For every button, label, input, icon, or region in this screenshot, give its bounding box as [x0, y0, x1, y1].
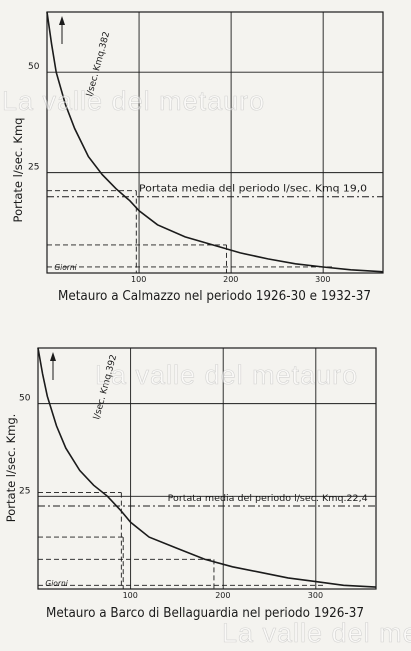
x-tick-label: 300: [315, 275, 330, 284]
y-axis-label: Portate l/sec. Kmq: [11, 118, 25, 223]
x-axis-label: Giorni: [45, 579, 68, 588]
mean-label: Portata media del periodo l/sec. Kmq 19,…: [139, 184, 367, 195]
chart-title: Metauro a Barco di Bellaguardia nel peri…: [46, 606, 364, 621]
x-tick-label: 100: [123, 591, 138, 600]
arrow-head: [59, 16, 65, 25]
x-tick-label: 200: [215, 591, 230, 600]
chart-barco: 100 200 300 25 50 Giorni Portate l/sec. Kmg. Po…: [4, 347, 377, 621]
y-axis-label: Portate l/sec. Kmg.: [4, 414, 18, 523]
x-tick-label: 300: [308, 591, 323, 600]
plot-frame: [46, 11, 384, 274]
arrow-head: [50, 352, 56, 361]
x-axis-label: Giorni: [54, 263, 77, 272]
series-line: [46, 11, 384, 273]
series-line: [37, 347, 377, 588]
y-tick-label: 25: [19, 486, 30, 496]
curve-label: l/sec. Kmq.392: [92, 354, 119, 421]
x-tick-label: 100: [131, 275, 146, 284]
x-tick-label: 200: [223, 275, 238, 284]
curve-label: l/sec. Kmq.382: [85, 31, 112, 98]
chart-calmazzo: 100 200 300 25 50 Giorni Portate l/sec. Kmq Por…: [11, 11, 384, 304]
y-tick-label: 50: [28, 62, 40, 72]
plot-frame: [37, 347, 377, 590]
y-tick-label: 50: [19, 394, 31, 404]
mean-label: Portata media del periodo l/sec. Kmq.22,…: [168, 494, 368, 504]
y-tick-label: 25: [28, 163, 39, 173]
chart-title: Metauro a Calmazzo nel periodo 1926-30 e…: [58, 289, 371, 304]
